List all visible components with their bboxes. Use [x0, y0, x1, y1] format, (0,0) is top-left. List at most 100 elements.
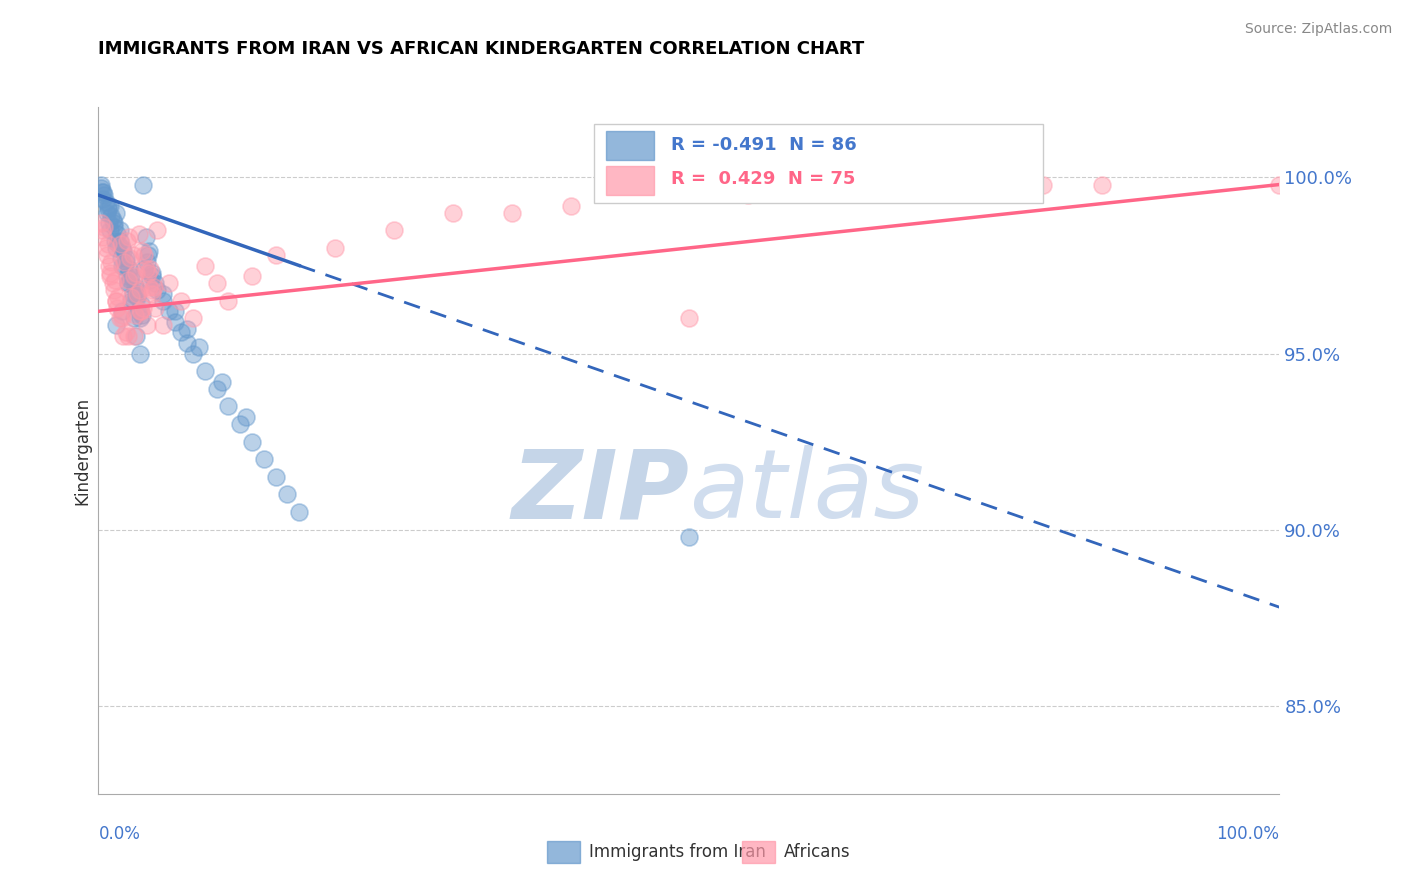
Point	[103, 216, 125, 230]
Point	[253, 452, 276, 467]
Point	[165, 304, 187, 318]
Point	[122, 293, 145, 308]
Point	[176, 322, 198, 336]
Point	[105, 293, 128, 308]
Point	[91, 223, 114, 237]
Point	[108, 234, 131, 248]
Point	[112, 255, 135, 269]
Point	[146, 283, 169, 297]
Point	[105, 318, 128, 333]
Text: Africans: Africans	[783, 843, 851, 861]
Point	[1268, 178, 1291, 192]
Text: 0.0%: 0.0%	[98, 825, 141, 843]
Point	[111, 259, 134, 273]
Point	[98, 266, 121, 280]
Point	[97, 237, 120, 252]
Point	[1032, 178, 1054, 192]
Point	[98, 223, 121, 237]
Point	[101, 212, 124, 227]
Point	[187, 340, 209, 354]
Point	[98, 269, 121, 284]
Point	[240, 434, 263, 449]
Text: Immigrants from Iran: Immigrants from Iran	[589, 843, 765, 861]
Point	[139, 262, 162, 277]
Point	[128, 304, 150, 318]
Point	[124, 279, 146, 293]
Point	[117, 272, 139, 286]
Point	[100, 255, 122, 269]
Point	[105, 227, 128, 241]
Point	[110, 237, 132, 252]
Point	[121, 248, 143, 262]
Point	[240, 269, 263, 284]
Y-axis label: Kindergarten: Kindergarten	[73, 396, 91, 505]
Point	[128, 304, 150, 318]
Point	[323, 241, 346, 255]
Point	[134, 248, 156, 262]
Point	[157, 276, 180, 290]
Point	[127, 286, 149, 301]
Point	[114, 255, 136, 269]
Point	[135, 255, 157, 269]
Point	[135, 262, 157, 277]
Point	[111, 311, 134, 326]
Point	[91, 185, 114, 199]
FancyBboxPatch shape	[595, 124, 1043, 203]
Point	[94, 195, 117, 210]
Point	[91, 185, 114, 199]
Point	[101, 276, 124, 290]
Point	[125, 266, 148, 280]
Point	[276, 487, 298, 501]
Point	[93, 219, 115, 234]
Point	[104, 272, 127, 286]
Point	[111, 304, 134, 318]
Point	[229, 417, 252, 431]
Point	[98, 199, 121, 213]
Point	[264, 248, 287, 262]
Point	[125, 329, 148, 343]
Point	[111, 308, 134, 322]
Point	[141, 266, 163, 280]
Point	[103, 219, 125, 234]
Point	[796, 185, 818, 199]
Point	[205, 382, 228, 396]
Point	[181, 346, 204, 360]
Bar	[606, 131, 654, 160]
Point	[181, 311, 204, 326]
Point	[121, 269, 143, 284]
Point	[117, 329, 139, 343]
Point	[117, 276, 139, 290]
Point	[143, 301, 166, 315]
Point	[176, 336, 198, 351]
Point	[131, 244, 153, 259]
Point	[288, 505, 311, 519]
Point	[138, 279, 160, 293]
Point	[125, 283, 148, 297]
Point	[107, 290, 129, 304]
Point	[97, 202, 120, 217]
Point	[152, 286, 174, 301]
Bar	[606, 166, 654, 195]
Point	[139, 272, 162, 286]
Point	[129, 297, 152, 311]
Point	[128, 311, 150, 326]
Point	[122, 311, 145, 326]
Point	[157, 304, 180, 318]
Point	[105, 241, 128, 255]
Point	[136, 266, 159, 280]
Point	[170, 293, 193, 308]
Point	[112, 244, 135, 259]
Bar	[742, 840, 775, 863]
Point	[1091, 178, 1114, 192]
Point	[98, 216, 121, 230]
Point	[115, 234, 138, 248]
Point	[104, 234, 127, 248]
Point	[194, 364, 217, 378]
Point	[111, 241, 134, 255]
Point	[146, 223, 169, 237]
Text: atlas: atlas	[689, 445, 924, 538]
Text: R =  0.429  N = 75: R = 0.429 N = 75	[671, 170, 856, 188]
Point	[132, 178, 155, 192]
Point	[118, 230, 141, 244]
Point	[122, 269, 145, 284]
